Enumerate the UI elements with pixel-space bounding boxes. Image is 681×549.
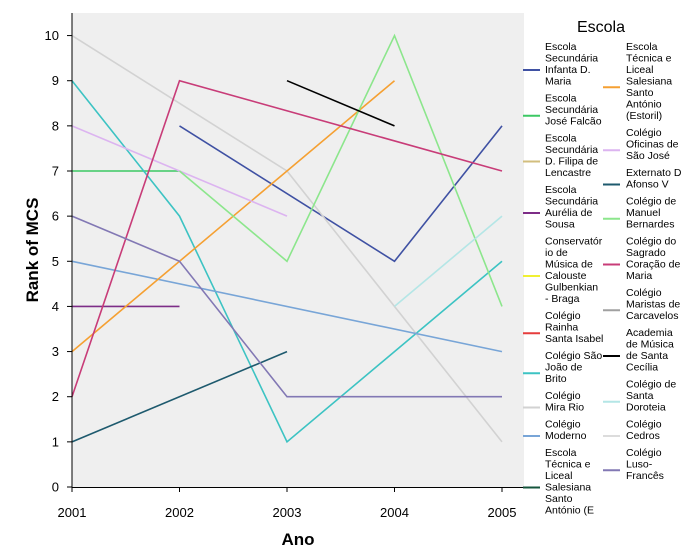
x-axis-title: Ano [281, 530, 314, 549]
legend-label: Colégio Rainha Santa Isabel [545, 310, 603, 345]
legend-label: Externato D. Afonso V [626, 167, 681, 191]
y-tick-label: 5 [52, 254, 59, 269]
legend-title: Escola [577, 19, 625, 36]
legend-label: Academia de Música de Santa Cecília [626, 327, 674, 374]
x-tick-label: 2001 [58, 505, 87, 520]
y-tick-label: 4 [52, 299, 59, 314]
legend-label: Escola Secundária Aurélia de Sousa [545, 184, 598, 231]
series-lines [71, 33, 503, 444]
y-tick-label: 0 [52, 480, 59, 495]
y-axis-title: Rank of MCS [23, 198, 42, 303]
series-line [71, 350, 288, 443]
legend-label: Colégio Cedros [626, 419, 662, 443]
legend-label: Escola Secundária D. Filipa de Lencastre [545, 133, 598, 180]
legend-label: Colégio São João de Brito [545, 350, 602, 385]
y-ticks: 0 1 2 3 4 5 6 7 8 9 10 [45, 28, 72, 495]
y-tick-label: 2 [52, 389, 59, 404]
legend-label: Conservatór io de Música de Calouste Gulbenk… [545, 236, 603, 306]
legend-label: Colégio Oficinas de São José [626, 127, 679, 162]
series-line [178, 33, 503, 307]
legend-label: Colégio Moderno [545, 419, 587, 443]
series-line [393, 215, 503, 308]
legend-label: Colégio de Manuel Bernardes [626, 196, 676, 231]
y-tick-label: 10 [45, 28, 59, 43]
series-line [71, 215, 502, 398]
y-tick-label: 7 [52, 164, 59, 179]
legend-label: Escola Técnica e Liceal Salesiana Santo Antón… [545, 447, 594, 517]
y-tick-label: 9 [52, 73, 59, 88]
y-tick-label: 3 [52, 344, 59, 359]
series-line [286, 79, 395, 127]
legend-label: Colégio Maristas de Carcavelos [626, 287, 680, 322]
x-tick-label: 2004 [380, 505, 409, 520]
legend-label: Escola Técnica e Liceal Salesiana Santo Antón… [626, 41, 672, 122]
legend-label: Escola Secundária Infanta D. Maria [545, 41, 598, 88]
x-ticks: 2001 2002 2003 2004 2005 [58, 487, 517, 520]
legend-label: Escola Secundária José Falcão [545, 93, 602, 128]
plot-area [72, 13, 524, 487]
legend-label: Colégio Mira Rio [545, 390, 584, 414]
y-tick-label: 8 [52, 118, 59, 133]
legend-label: Colégio do Sagrado Coração de Maria [626, 236, 680, 283]
x-tick-label: 2002 [165, 505, 194, 520]
legend-label: Colégio Luso-Francês [626, 447, 664, 482]
y-tick-label: 1 [52, 434, 59, 449]
legend-label: Colégio de Santa Doroteia [626, 379, 676, 414]
series-line [71, 79, 503, 397]
y-tick-label: 6 [52, 209, 59, 224]
series-line [179, 125, 503, 263]
legend: Escola Secundária Infanta D. Maria Escola Sec… [523, 41, 681, 517]
x-tick-label: 2003 [273, 505, 302, 520]
series-line [71, 260, 503, 353]
x-tick-label: 2005 [488, 505, 517, 520]
